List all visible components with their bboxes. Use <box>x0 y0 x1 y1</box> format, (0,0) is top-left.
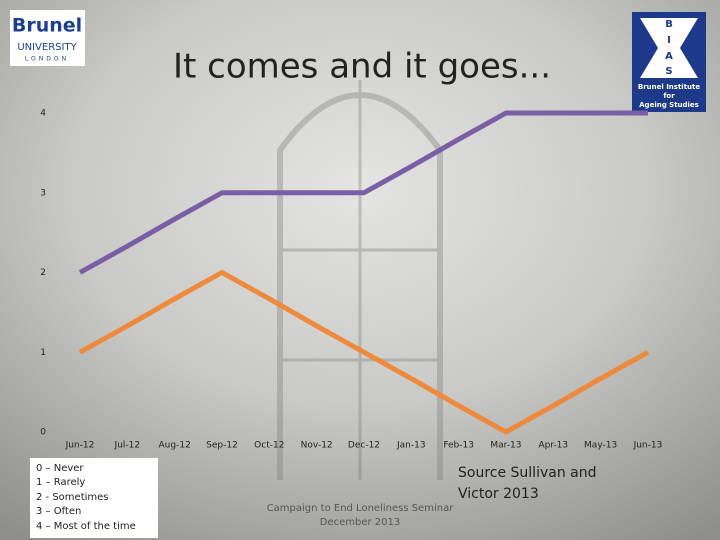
x-tick-label: Jul-12 <box>114 441 141 451</box>
x-tick-label: Jun-13 <box>633 441 663 451</box>
logo-text: Brunel <box>12 15 82 37</box>
y-tick-label: 3 <box>40 188 46 198</box>
chart-title: It comes and it goes... <box>173 47 551 87</box>
x-tick-label: Jan-13 <box>396 441 426 451</box>
logo-letter: A <box>665 51 673 62</box>
logo-caption: Ageing Studies <box>639 101 699 109</box>
x-tick-label: Jun-12 <box>65 441 95 451</box>
logo-text: LONDON <box>25 56 69 63</box>
source: Victor 2013 <box>458 486 539 502</box>
y-tick-label: 0 <box>40 428 46 438</box>
chart: 0 1 2 3 4 Jun-12 Jul-12 Aug-12 Sep-12 Oct-12 Nov-1… <box>40 109 662 451</box>
logo-letter: I <box>667 35 671 46</box>
x-tick-label: Apr-13 <box>538 441 568 451</box>
x-tick-label: Nov-12 <box>301 441 333 451</box>
y-tick-label: 4 <box>40 109 46 119</box>
logo-caption: for <box>663 92 675 100</box>
key-item: 1 – Rarely <box>36 477 85 488</box>
bias-logo: B I A S Brunel Institute for Ageing Stud… <box>632 12 706 112</box>
x-tick-label: Oct-12 <box>254 441 284 451</box>
key-item: 2 - Sometimes <box>36 492 109 503</box>
footer: December 2013 <box>320 517 400 528</box>
x-tick-label: Sep-12 <box>206 441 238 451</box>
source: Source Sullivan and <box>458 465 597 481</box>
logo-letter: S <box>665 66 672 77</box>
key-box <box>30 458 158 538</box>
series-line <box>78 270 650 435</box>
logo-text: UNIVERSITY <box>17 42 77 53</box>
y-tick-label: 2 <box>40 268 46 278</box>
logo-caption: Brunel Institute <box>638 83 701 91</box>
window-photo <box>277 80 443 480</box>
series-line <box>78 110 648 275</box>
x-tick-label: Feb-13 <box>443 441 474 451</box>
key-item: 3 – Often <box>36 506 81 517</box>
footer: Campaign to End Loneliness Seminar <box>267 503 455 514</box>
logo-letter: B <box>665 19 673 30</box>
key-item: 4 – Most of the time <box>36 521 136 532</box>
brunel-logo: Brunel UNIVERSITY LONDON <box>10 10 85 66</box>
x-tick-label: May-13 <box>584 441 617 451</box>
key-item: 0 – Never <box>36 463 84 474</box>
x-tick-label: Dec-12 <box>348 441 380 451</box>
x-tick-label: Mar-13 <box>490 441 521 451</box>
y-tick-label: 1 <box>40 348 46 358</box>
x-tick-label: Aug-12 <box>159 441 191 451</box>
